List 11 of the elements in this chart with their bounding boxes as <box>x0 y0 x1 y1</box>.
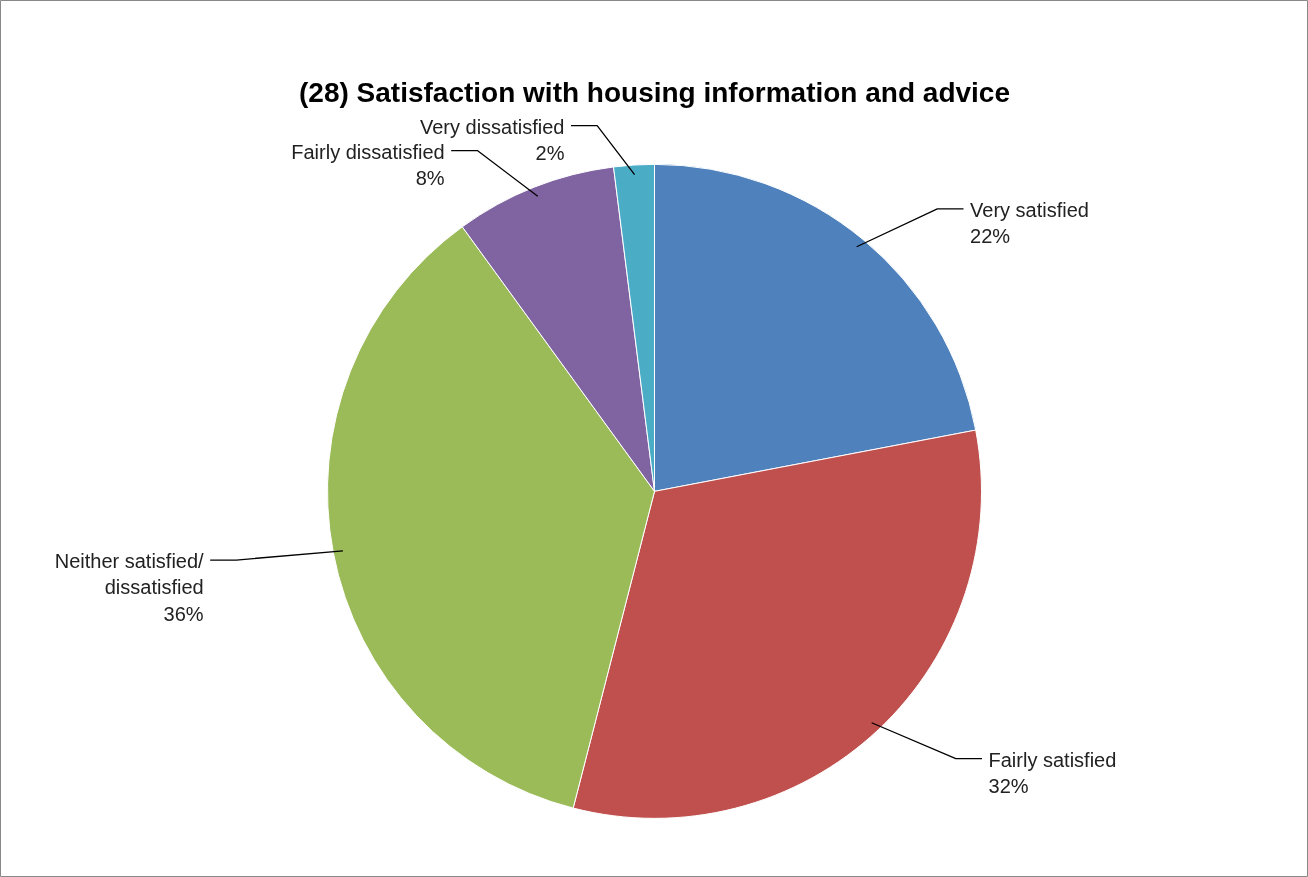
chart-title: (28) Satisfaction with housing information and advice <box>299 76 1010 108</box>
data-label: 2% <box>535 141 565 164</box>
data-label: 36% <box>163 602 204 625</box>
slice-label: Fairly satisfied <box>988 748 1117 771</box>
data-label: 22% <box>970 225 1011 248</box>
data-label: 8% <box>415 166 445 189</box>
data-label: 32% <box>988 774 1029 797</box>
slice-label: Fairly dissatisfied <box>291 140 445 163</box>
slice-label: Neither satisfied/ dissatisfied <box>54 550 205 599</box>
slice-label: Very satisfied <box>970 198 1089 221</box>
slice-label: Very dissatisfied <box>419 115 565 138</box>
